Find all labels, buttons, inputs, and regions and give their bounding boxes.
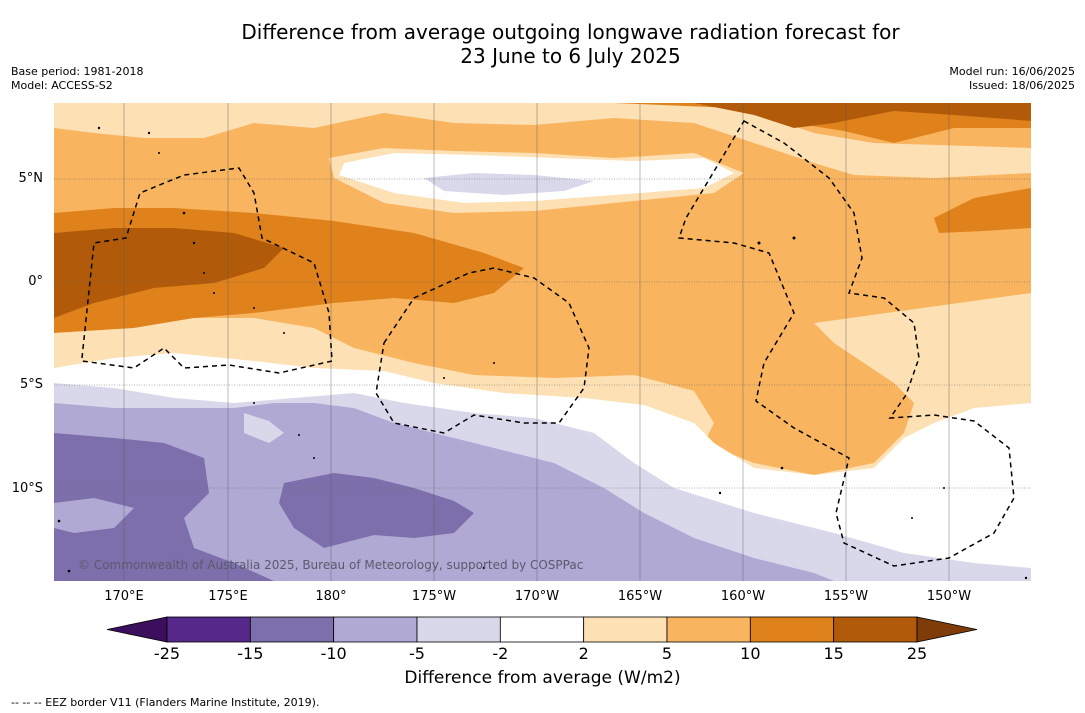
colorbar-tick-label: 2: [578, 644, 589, 663]
map-title-line2: 23 June to 6 July 2025: [460, 44, 681, 68]
colorbar-cell: [499, 616, 585, 643]
band-neg-patch-west: [54, 498, 134, 533]
colorbar-cell: [416, 616, 501, 643]
colorbar-tick-label: 5: [661, 644, 673, 663]
band-15-25-north: [694, 103, 1031, 128]
lat-label-0: 0°: [28, 274, 43, 289]
colorbar-tick-label: -5: [409, 644, 425, 663]
model-name: Model: ACCESS-S2: [11, 79, 113, 92]
lat-label-5s: 5°S: [19, 377, 43, 392]
copyright-text: © Commonwealth of Australia 2025, Bureau…: [78, 558, 584, 572]
colorbar-cells: [107, 616, 977, 643]
lon-label-175e: 175°E: [208, 589, 248, 604]
map-panel: [54, 103, 1031, 581]
colorbar-cell: [666, 616, 751, 643]
graticule: [54, 178, 1031, 489]
colorbar-arrow-left: [107, 616, 168, 643]
lon-label-170w: 170°W: [514, 589, 560, 604]
lon-label-170e: 170°E: [104, 589, 144, 604]
colorbar-tick-label: -2: [492, 644, 509, 663]
eez-footnote: -- -- -- EEZ border V11 (Flanders Marine…: [11, 696, 320, 709]
band-15-25-equator: [54, 228, 284, 318]
band-neg-5-10: [54, 403, 834, 581]
colorbar-cell: [333, 616, 418, 643]
lon-label-175w: 175°W: [411, 589, 457, 604]
colorbar-title: Difference from average (W/m2): [404, 668, 681, 688]
band-neg-patch: [244, 413, 284, 443]
band-neg-10-15-central: [279, 473, 474, 548]
islands: [57, 126, 1028, 580]
lon-label-180: 180°: [315, 589, 347, 604]
meta-left: Base period: 1981-2018 Model: ACCESS-S2: [11, 65, 143, 93]
colorbar-cell: [749, 616, 835, 643]
colorbar-tick-label: -25: [153, 644, 181, 663]
colorbar-tick-label: -10: [320, 644, 347, 663]
meridians: [123, 103, 950, 581]
base-period: Base period: 1981-2018: [11, 65, 144, 78]
band-neg-patch-north: [424, 173, 594, 195]
colorbar: [107, 616, 977, 643]
colorbar-cell: [833, 616, 918, 643]
eez-borders: [81, 119, 1015, 567]
colorbar-cell: [583, 616, 668, 643]
lat-label-5n: 5°N: [18, 171, 44, 186]
band-neg-10-15-west: [54, 433, 274, 581]
colorbar-tick-label: 10: [740, 644, 761, 663]
issued-date: Issued: 18/06/2025: [968, 79, 1075, 92]
meta-right: Model run: 16/06/2025 Issued: 18/06/2025: [949, 65, 1075, 93]
colorbar-tick-label: 15: [823, 644, 844, 663]
colorbar-cell: [249, 616, 335, 643]
model-run: Model run: 16/06/2025: [949, 65, 1075, 78]
map-svg: [54, 103, 1031, 581]
map-title: Difference from average outgoing longwav…: [28, 20, 1085, 68]
lon-label-160w: 160°W: [720, 589, 766, 604]
lon-label-150w: 150°W: [926, 589, 972, 604]
band-10-15-east: [934, 188, 1031, 233]
colorbar-tick-label: 25: [906, 644, 928, 663]
colorbar-cell: [166, 616, 251, 643]
lat-label-10s: 10°S: [11, 481, 43, 496]
lon-label-155w: 155°W: [823, 589, 869, 604]
colorbar-arrow-right: [916, 616, 977, 643]
map-title-line1: Difference from average outgoing longwav…: [241, 20, 900, 44]
lon-label-165w: 165°W: [617, 589, 663, 604]
colorbar-tick-label: -15: [237, 644, 264, 663]
